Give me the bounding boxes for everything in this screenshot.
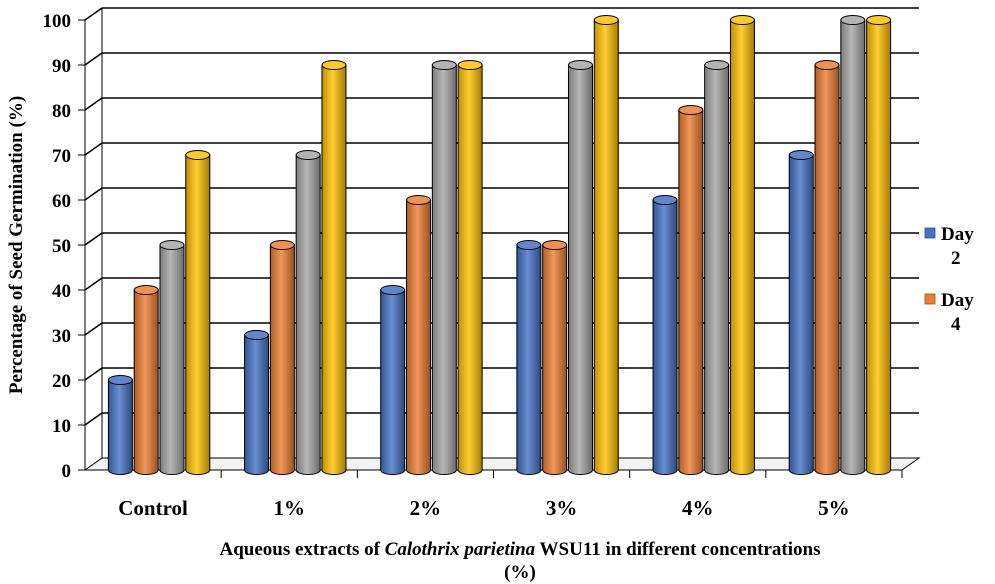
legend-label-day-2-line2: 2: [951, 248, 961, 269]
x-tick-label-1pct: 1%: [274, 496, 306, 520]
bar-2pct-s4: [457, 64, 483, 475]
x-tick-label-control: Control: [118, 496, 188, 520]
bar-5pct-s1: [788, 154, 814, 475]
gridline-depth: [84, 97, 103, 111]
bar-3pct-s2: [542, 244, 568, 475]
gridline-depth: [84, 52, 103, 66]
bar-2pct-s2-top: [406, 195, 432, 205]
x-tick-label-4pct: 4%: [682, 496, 714, 520]
bar-4pct-s3-top: [704, 60, 730, 70]
x-tick-label-5pct: 5%: [818, 496, 850, 520]
bar-1pct-s3-top: [295, 150, 321, 160]
bar-control-s1-top: [107, 375, 133, 385]
y-tick-label: 10: [52, 416, 71, 437]
x-axis-label-line1: Aqueous extracts of Calothrix parietina …: [220, 539, 821, 560]
bar-4pct-s4-top: [729, 15, 755, 25]
bars: [107, 15, 892, 475]
legend: Day 2 Day 4: [924, 224, 974, 335]
bar-2pct-s3: [431, 64, 457, 475]
bar-3pct-s4-top: [593, 15, 619, 25]
legend-swatch-day-2: [924, 227, 936, 239]
y-axis-label: Percentage of Seed Germination (%): [6, 96, 27, 394]
bar-control-s2-top: [133, 285, 159, 295]
y-tick-label: 20: [52, 371, 71, 392]
y-tick-label: 30: [52, 326, 71, 347]
x-tick-label-2pct: 2%: [410, 496, 442, 520]
x-tick-label-3pct: 3%: [546, 496, 578, 520]
bar-2pct-s1: [380, 289, 406, 475]
bar-3pct-s2-top: [542, 240, 568, 250]
bar-1pct-s2: [269, 244, 295, 475]
legend-swatch-day-4: [924, 293, 936, 305]
y-tick-label: 100: [43, 11, 72, 32]
y-tick-label: 80: [52, 101, 71, 122]
bar-2pct-s1-top: [380, 285, 406, 295]
bar-1pct-s3: [295, 154, 321, 475]
bar-3pct-s3: [567, 64, 593, 475]
bar-2pct-s2: [406, 199, 432, 475]
bar-1pct-s4-top: [321, 60, 347, 70]
bar-3pct-s1: [516, 244, 542, 475]
bar-3pct-s3-top: [567, 60, 593, 70]
bar-control-s3-top: [159, 240, 185, 250]
bar-2pct-s4-top: [457, 60, 483, 70]
x-axis-label-italic: Calothrix parietina: [385, 539, 536, 560]
legend-label-day-4-line1: Day: [941, 290, 974, 311]
legend-label-day-2-line1: Day: [941, 224, 974, 245]
bar-control-s1: [107, 379, 133, 475]
y-tick-label: 0: [62, 461, 72, 482]
gridline-depth: [84, 187, 103, 201]
bar-5pct-s3-top: [840, 15, 866, 25]
gridline-depth: [84, 7, 103, 21]
bar-4pct-s1: [652, 199, 678, 475]
bar-1pct-s2-top: [269, 240, 295, 250]
bar-4pct-s2-top: [678, 105, 704, 115]
bar-1pct-s1: [244, 334, 270, 475]
gridline-depth: [84, 412, 103, 426]
bar-4pct-s4: [729, 19, 755, 475]
x-axis-label-post: WSU11 in different concentrations: [535, 539, 820, 560]
bar-3pct-s4: [593, 19, 619, 475]
gridline-depth: [84, 232, 103, 246]
bar-control-s2: [133, 289, 159, 475]
legend-label-day-4-line2: 4: [951, 314, 961, 335]
y-tick-label: 90: [52, 56, 71, 77]
y-tick-label: 50: [52, 236, 71, 257]
bar-control-s4-top: [185, 150, 211, 160]
bar-3pct-s1-top: [516, 240, 542, 250]
bar-5pct-s1-top: [788, 150, 814, 160]
y-tick-label: 60: [52, 191, 71, 212]
gridline-depth: [84, 367, 103, 381]
y-axis-ticks: 0 10 20 30 40 50 60 70 80 90 100: [43, 11, 85, 482]
bar-1pct-s4: [321, 64, 347, 475]
x-axis-label-line2: (%): [504, 562, 536, 583]
bar-5pct-s2: [814, 64, 840, 475]
bar-4pct-s1-top: [652, 195, 678, 205]
bar-1pct-s1-top: [244, 330, 270, 340]
bar-control-s3: [159, 244, 185, 475]
bar-5pct-s3: [840, 19, 866, 475]
bar-4pct-s2: [678, 109, 704, 475]
gridline-depth: [84, 142, 103, 156]
gridline-depth: [84, 322, 103, 336]
x-axis-ticks: Control 1% 2% 3% 4% 5%: [118, 470, 903, 520]
y-tick-label: 40: [52, 281, 71, 302]
bar-control-s4: [185, 154, 211, 475]
y-tick-label: 70: [52, 146, 71, 167]
bar-4pct-s3: [704, 64, 730, 475]
bar-5pct-s4: [866, 19, 892, 475]
bar-5pct-s2-top: [814, 60, 840, 70]
bar-2pct-s3-top: [431, 60, 457, 70]
bar-5pct-s4-top: [866, 15, 892, 25]
x-axis-label-pre: Aqueous extracts of: [220, 539, 385, 560]
gridline-depth: [84, 277, 103, 291]
